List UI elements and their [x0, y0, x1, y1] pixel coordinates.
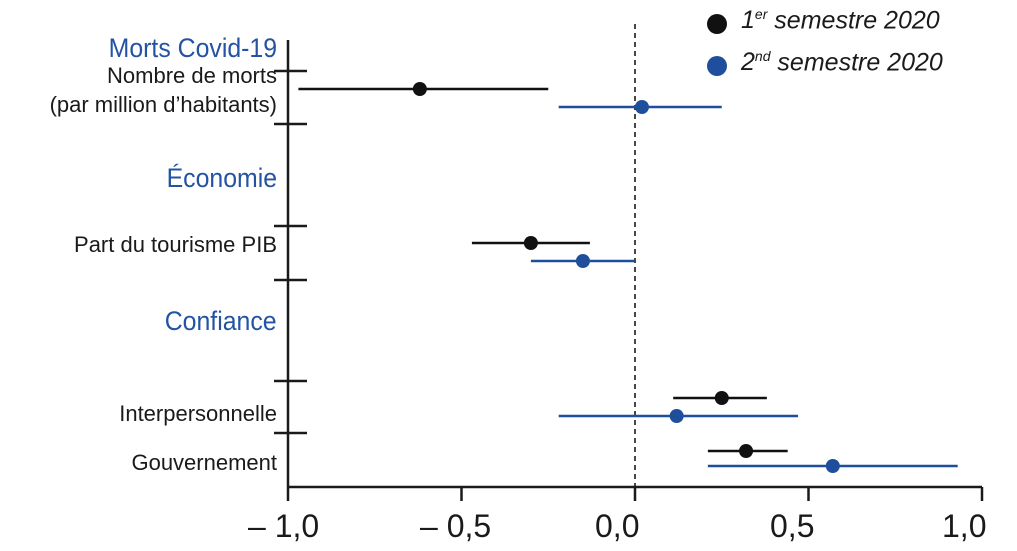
legend-text-s2: semestre 2020 — [770, 48, 943, 77]
point-row2-s2 — [669, 409, 684, 423]
x-tick-label-m05: – 0,5 — [420, 508, 492, 544]
x-tick-label-m1: – 1,0 — [248, 508, 320, 544]
legend-dot-s1-icon — [707, 14, 727, 34]
x-tick-label-05: 0,5 — [770, 508, 815, 544]
row-label-tourisme: Part du tourisme PIB — [74, 232, 277, 257]
legend-dot-s2-icon — [707, 56, 727, 76]
legend-entry-s1: 1er semestre 2020 — [707, 6, 940, 35]
section-label-economie: Économie — [166, 163, 277, 193]
row-label-nombre-de-morts-line2: (par million d’habitants) — [49, 92, 277, 117]
legend-sup-s2: nd — [754, 48, 771, 64]
point-row1-s1 — [523, 236, 538, 250]
x-tick-label-0: 0,0 — [595, 508, 640, 544]
point-row3-s2 — [825, 459, 840, 473]
axes — [274, 24, 984, 501]
legend-number-s2: 2 — [741, 48, 755, 77]
point-row0-s1 — [412, 82, 427, 96]
row-label-interpersonnelle: Interpersonnelle — [119, 401, 277, 426]
point-row0-s2 — [634, 100, 649, 114]
legend-sup-s1: er — [754, 6, 768, 22]
section-label-morts: Morts Covid-19 — [108, 33, 277, 63]
row-label-gouvernement: Gouvernement — [131, 450, 277, 475]
point-row1-s2 — [575, 254, 590, 268]
point-row2-s1 — [714, 391, 729, 405]
legend-text-s1: semestre 2020 — [767, 6, 940, 35]
legend-entry-s2: 2nd semestre 2020 — [707, 48, 943, 77]
row-label-nombre-de-morts-line1: Nombre de morts — [107, 63, 277, 88]
chart-marks — [298, 82, 958, 473]
legend-number-s1: 1 — [741, 6, 755, 35]
point-row3-s1 — [739, 444, 754, 458]
x-tick-label-1: 1,0 — [942, 508, 987, 544]
section-label-confiance: Confiance — [165, 306, 277, 336]
